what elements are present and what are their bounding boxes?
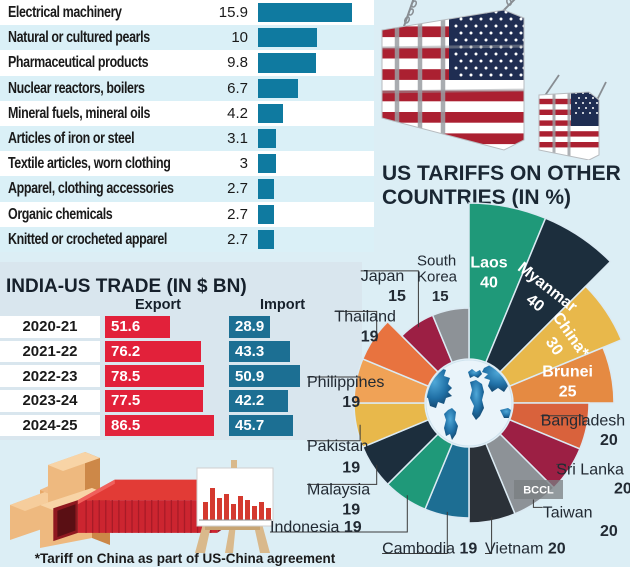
svg-text:40: 40 xyxy=(480,275,498,292)
svg-text:Vietnam 20: Vietnam 20 xyxy=(485,541,566,558)
svg-text:Laos: Laos xyxy=(470,255,507,272)
svg-text:25: 25 xyxy=(559,383,577,400)
svg-text:South: South xyxy=(417,253,456,270)
svg-text:Korea: Korea xyxy=(417,269,458,286)
svg-text:15: 15 xyxy=(432,288,449,305)
svg-text:19: 19 xyxy=(361,329,379,346)
svg-text:Bangladesh: Bangladesh xyxy=(541,413,626,430)
svg-text:19: 19 xyxy=(342,502,360,519)
svg-text:20: 20 xyxy=(614,481,630,498)
svg-text:Philippines: Philippines xyxy=(307,374,384,391)
svg-text:BCCL: BCCL xyxy=(523,485,554,497)
svg-text:Brunei: Brunei xyxy=(542,363,593,380)
svg-text:Cambodia 19: Cambodia 19 xyxy=(382,541,477,558)
svg-text:19: 19 xyxy=(342,394,360,411)
svg-text:20: 20 xyxy=(600,432,618,449)
svg-text:Indonesia 19: Indonesia 19 xyxy=(270,519,362,536)
svg-text:Taiwan: Taiwan xyxy=(543,504,593,521)
svg-text:15: 15 xyxy=(388,288,406,305)
svg-text:Sri Lanka: Sri Lanka xyxy=(556,461,624,478)
svg-text:Thailand: Thailand xyxy=(335,308,396,325)
svg-text:Japan: Japan xyxy=(361,268,405,285)
svg-text:Malaysia: Malaysia xyxy=(307,481,370,498)
svg-text:Pakistan: Pakistan xyxy=(307,438,368,455)
svg-text:20: 20 xyxy=(600,523,618,540)
svg-text:19: 19 xyxy=(342,460,360,477)
